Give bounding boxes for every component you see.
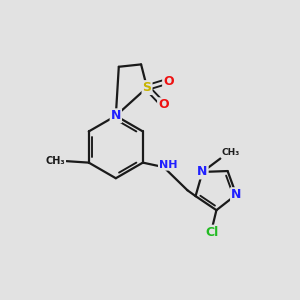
Text: N: N bbox=[111, 109, 121, 122]
Text: Cl: Cl bbox=[205, 226, 219, 239]
Text: NH: NH bbox=[159, 160, 177, 170]
Text: S: S bbox=[142, 81, 152, 94]
Text: CH₃: CH₃ bbox=[45, 156, 65, 166]
Text: O: O bbox=[163, 74, 174, 88]
Text: N: N bbox=[231, 188, 242, 201]
Text: N: N bbox=[197, 165, 208, 178]
Text: CH₃: CH₃ bbox=[222, 148, 240, 157]
Text: O: O bbox=[158, 98, 169, 111]
